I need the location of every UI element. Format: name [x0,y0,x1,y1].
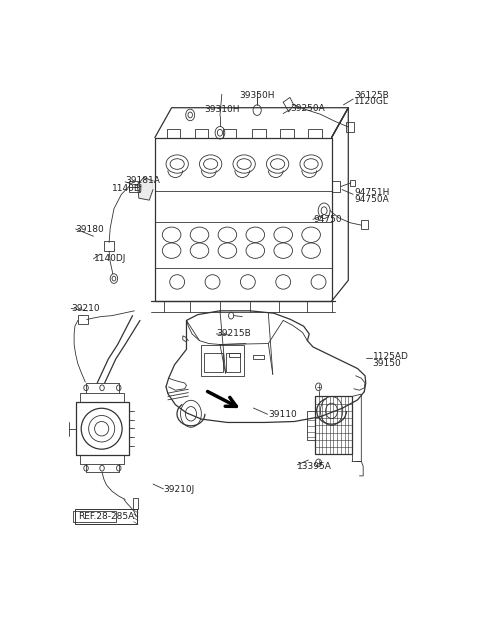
Bar [202,344,244,376]
Text: 1140EJ: 1140EJ [112,184,143,192]
Text: 94751H: 94751H [354,188,389,198]
Text: 39210: 39210 [71,304,100,313]
Text: 39110: 39110 [268,410,297,419]
Bar [307,411,315,440]
Text: 1120GL: 1120GL [354,98,389,106]
Polygon shape [137,177,153,200]
Bar [229,352,240,356]
Text: 39180: 39180 [76,224,104,234]
Text: 39181A: 39181A [125,176,160,186]
Bar [350,180,355,186]
Text: 1140DJ: 1140DJ [94,254,126,263]
Text: REF.28-285A: REF.28-285A [78,512,134,521]
Text: 39215B: 39215B [216,329,251,338]
Bar [204,353,223,372]
Text: 39150: 39150 [372,359,401,368]
Bar [104,241,114,251]
Text: 39310H: 39310H [204,105,240,114]
Bar [73,511,116,522]
Text: 1125AD: 1125AD [372,352,408,361]
Text: 39350H: 39350H [240,91,275,100]
Text: 94750A: 94750A [354,195,389,204]
Text: 39210J: 39210J [163,486,195,494]
Text: 94750: 94750 [313,215,342,224]
Bar [332,181,340,192]
Bar [226,353,240,372]
Text: 13395A: 13395A [297,462,332,471]
Bar [132,498,139,509]
Bar [129,181,139,192]
Bar [252,355,264,359]
Text: 39250A: 39250A [290,104,324,113]
Text: 36125B: 36125B [354,91,389,100]
Bar [360,221,368,229]
Bar [78,314,87,324]
Bar [315,396,352,454]
Bar [347,122,354,132]
